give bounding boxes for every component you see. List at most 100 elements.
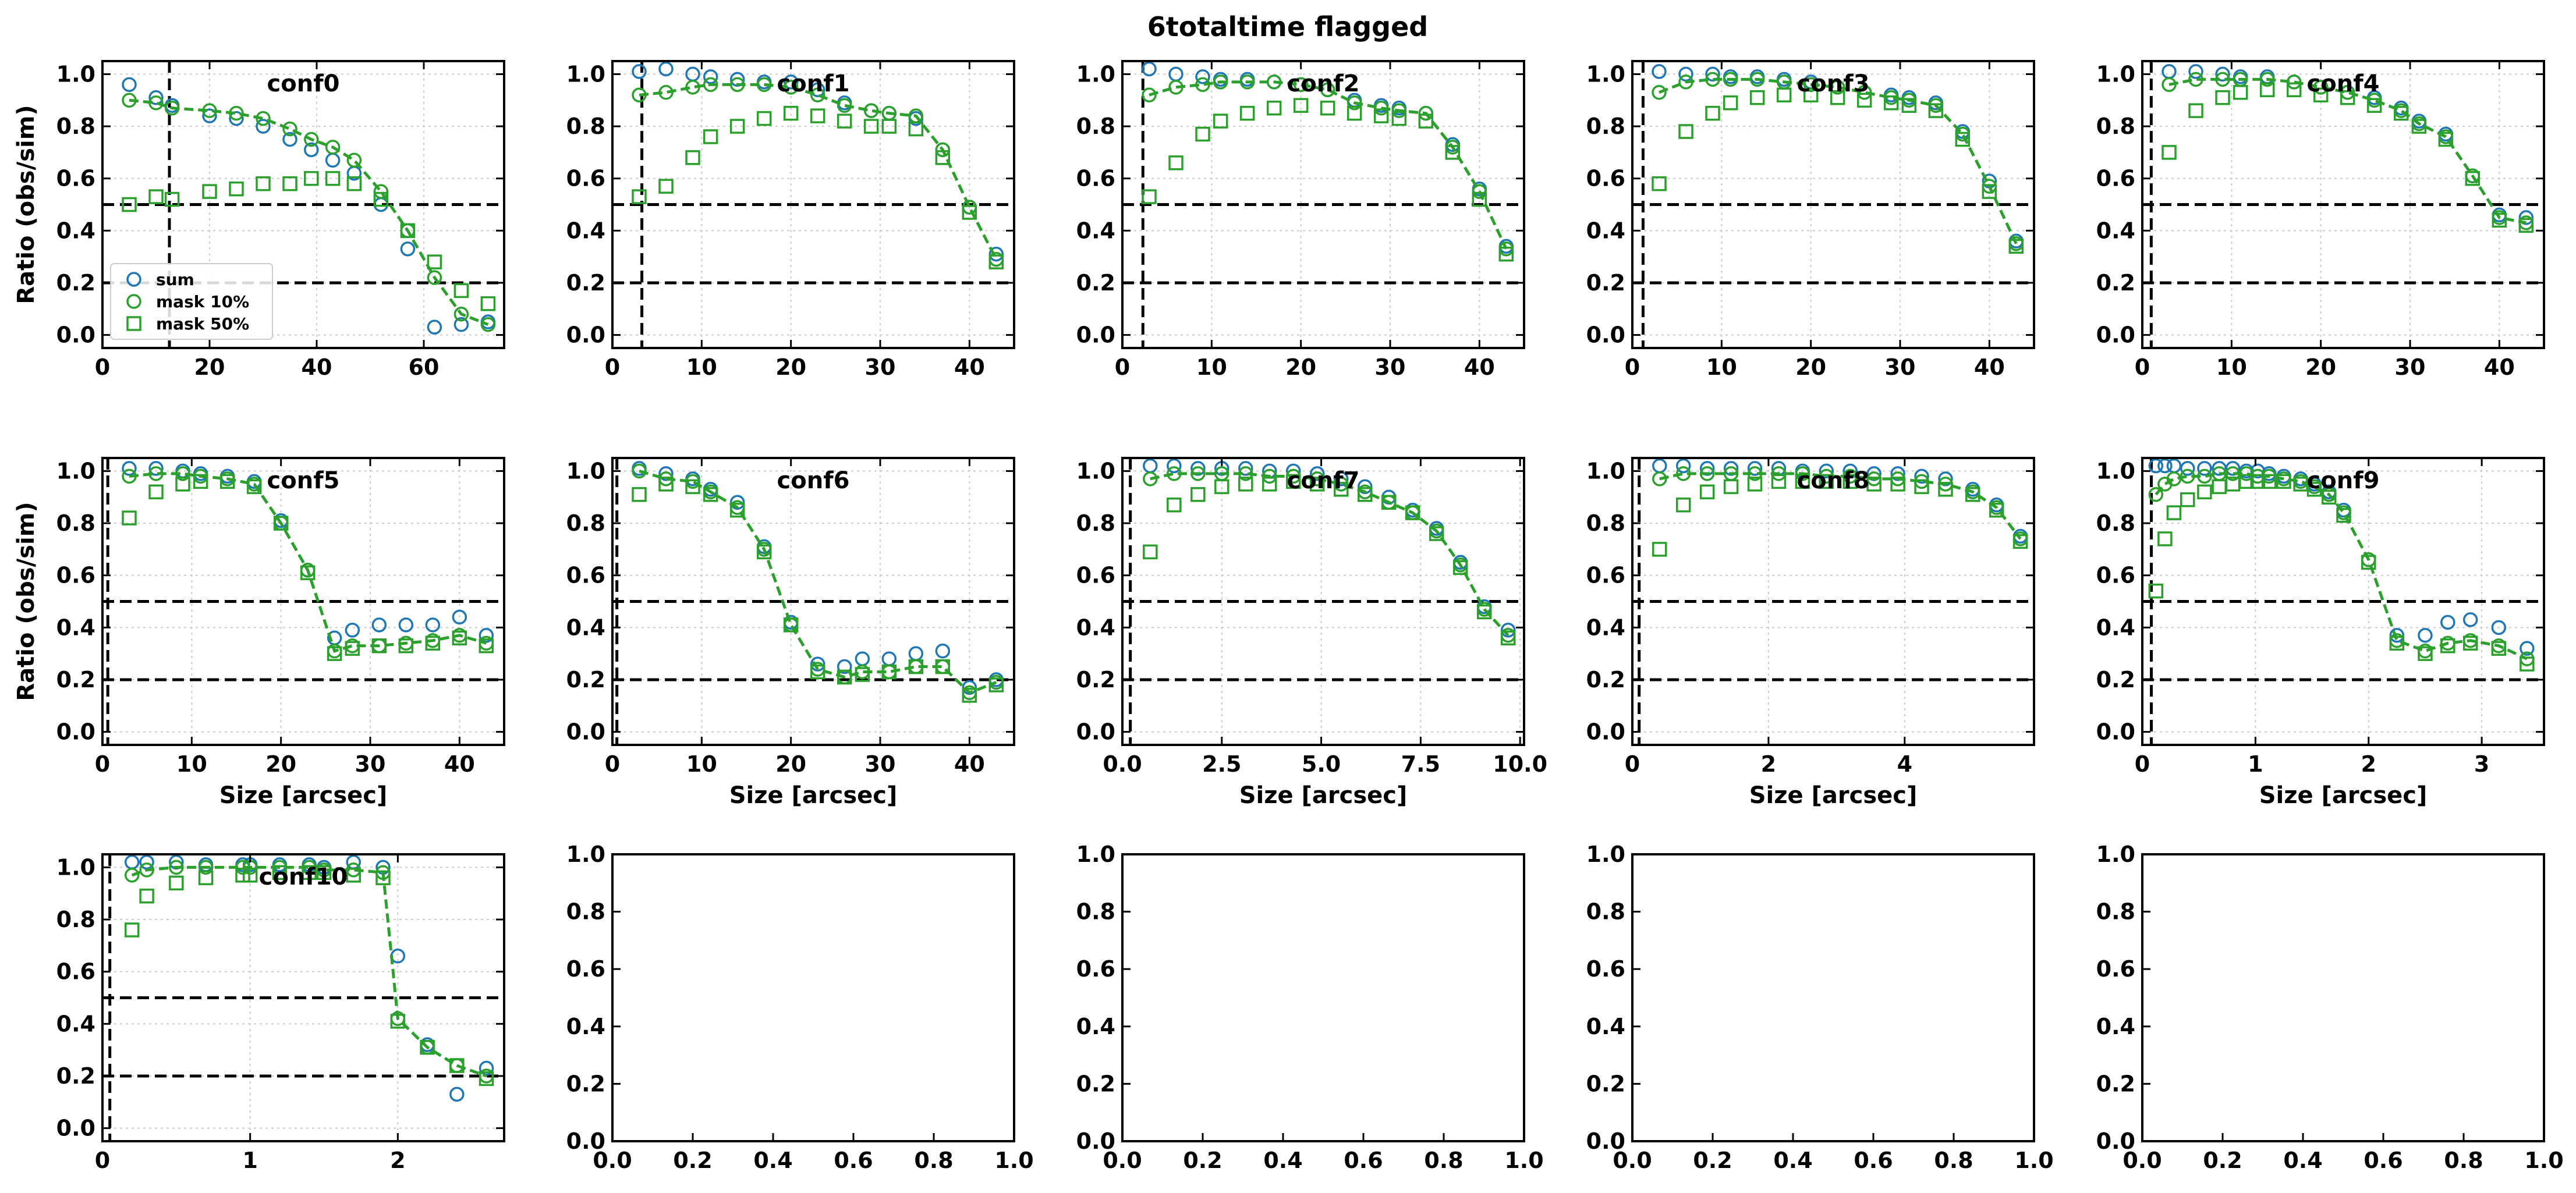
point-mask-10- bbox=[1266, 74, 1282, 90]
x-tick-label: 30 bbox=[355, 751, 386, 777]
y-tick-label: 0.8 bbox=[566, 899, 605, 925]
x-tick-label: 40 bbox=[1464, 354, 1495, 380]
point-mask-10- bbox=[1293, 77, 1309, 93]
point-mask-50- bbox=[1472, 191, 1487, 207]
point-mask-50- bbox=[390, 1014, 406, 1029]
point-mask-10- bbox=[1213, 74, 1228, 90]
point-mask-50- bbox=[346, 868, 361, 883]
panel-conf3: 0 10 20 30 40 0.0 0.2 0.4 0.6 0.8 1.0 conf3 bbox=[1586, 60, 2035, 380]
point-mask-10- bbox=[1652, 85, 1667, 100]
point-mask-10- bbox=[453, 306, 469, 322]
point-mask-50- bbox=[1373, 108, 1389, 123]
x-tick-label: 0.4 bbox=[1773, 1148, 1812, 1173]
point-mask-50- bbox=[219, 474, 235, 489]
point-sum bbox=[345, 623, 360, 638]
point-mask-50- bbox=[756, 111, 772, 126]
point-mask-50- bbox=[1262, 477, 1277, 492]
point-sum bbox=[2180, 461, 2195, 476]
x-tick-label: 60 bbox=[409, 354, 440, 380]
y-tick-label: 1.0 bbox=[1076, 842, 1115, 867]
point-mask-50- bbox=[1795, 474, 1810, 489]
point-mask-10- bbox=[2162, 77, 2177, 93]
x-tick-label: 2 bbox=[1761, 751, 1776, 777]
point-mask-50- bbox=[1293, 98, 1309, 113]
point-sum bbox=[2491, 620, 2507, 635]
y-tick-label: 0.4 bbox=[566, 218, 605, 243]
series-group bbox=[1142, 61, 1514, 262]
point-mask-50- bbox=[881, 664, 897, 680]
point-mask-10- bbox=[2166, 471, 2182, 487]
point-mask-50- bbox=[729, 119, 745, 134]
y-tick-label: 0.0 bbox=[56, 322, 95, 348]
point-mask-50- bbox=[1982, 184, 1997, 199]
y-tick-label: 0.2 bbox=[1076, 1071, 1115, 1096]
point-mask-10- bbox=[632, 463, 647, 479]
y-tick-label: 1.0 bbox=[566, 842, 605, 867]
point-mask-50- bbox=[2366, 98, 2382, 113]
y-tick-label: 0.8 bbox=[1586, 510, 1625, 536]
point-mask-10- bbox=[427, 270, 442, 285]
point-mask-50- bbox=[1476, 604, 1492, 620]
series-group bbox=[1652, 458, 2028, 557]
point-mask-50- bbox=[1357, 487, 1373, 502]
point-mask-50- bbox=[1830, 90, 1845, 105]
reference-lines bbox=[1122, 458, 1524, 745]
x-tick-label: 10 bbox=[686, 751, 717, 777]
point-mask-50- bbox=[810, 108, 825, 123]
point-sum bbox=[1167, 458, 1182, 474]
point-mask-10- bbox=[783, 80, 799, 95]
point-sum bbox=[453, 317, 469, 332]
x-tick-label: 0.0 bbox=[1103, 1148, 1142, 1173]
x-tick-label: 0.2 bbox=[1693, 1148, 1732, 1173]
point-mask-50- bbox=[420, 1039, 435, 1055]
y-tick-label: 0.6 bbox=[566, 166, 605, 191]
legend-marker bbox=[126, 316, 141, 331]
point-mask-50- bbox=[148, 189, 164, 204]
legend-label: sum bbox=[156, 270, 194, 289]
point-mask-50- bbox=[327, 646, 342, 661]
y-tick-label: 1.0 bbox=[2096, 61, 2135, 87]
x-tick-label: 2.5 bbox=[1202, 751, 1241, 777]
point-mask-10- bbox=[729, 77, 745, 93]
point-mask-50- bbox=[449, 1058, 465, 1073]
x-tick-label: 0.6 bbox=[1854, 1148, 1893, 1173]
point-mask-10- bbox=[1391, 103, 1407, 118]
y-tick-label: 0.6 bbox=[566, 956, 605, 982]
point-mask-50- bbox=[1776, 87, 1792, 103]
point-mask-50- bbox=[1938, 482, 1953, 497]
series-line-mask-10- bbox=[129, 98, 489, 326]
y-tick-label: 0.2 bbox=[2096, 667, 2135, 693]
legend: sum mask 10% mask 50% bbox=[110, 263, 273, 340]
point-mask-50- bbox=[658, 477, 674, 492]
point-mask-50- bbox=[2188, 103, 2203, 118]
series-group bbox=[1143, 458, 1516, 645]
y-tick-label: 0.8 bbox=[56, 907, 95, 932]
y-tick-label: 0.2 bbox=[566, 270, 605, 296]
point-mask-50- bbox=[202, 184, 217, 199]
y-tick-label: 0.0 bbox=[1076, 322, 1115, 348]
x-axis-label: Size [arcsec] bbox=[1749, 782, 1918, 809]
point-mask-50- bbox=[1333, 482, 1349, 497]
point-mask-50- bbox=[193, 474, 208, 489]
panel-conf6: 0 10 20 30 40 0.0 0.2 0.4 0.6 0.8 1.0 conf6 Size [ar… bbox=[566, 457, 1015, 809]
point-mask-50- bbox=[1914, 479, 1929, 495]
point-mask-50- bbox=[810, 664, 825, 680]
point-mask-50- bbox=[325, 171, 341, 186]
axes-frame bbox=[1121, 60, 1525, 349]
y-tick-label: 0.8 bbox=[2096, 899, 2135, 925]
point-mask-50- bbox=[1989, 502, 2004, 518]
point-mask-10- bbox=[346, 152, 362, 168]
point-sum bbox=[810, 82, 825, 98]
x-tick-label: 20 bbox=[1795, 354, 1826, 380]
y-tick-label: 0.8 bbox=[56, 510, 95, 536]
x-tick-label: 0.6 bbox=[2364, 1148, 2403, 1173]
x-tick-label: 5.0 bbox=[1302, 751, 1341, 777]
y-tick-label: 0.2 bbox=[1586, 667, 1625, 693]
legend-box bbox=[110, 263, 273, 340]
point-mask-10- bbox=[373, 184, 389, 199]
y-tick-label: 0.2 bbox=[1586, 1071, 1625, 1096]
panel-title: conf2 bbox=[1287, 70, 1360, 97]
y-tick-label: 0.6 bbox=[1586, 166, 1625, 191]
point-mask-50- bbox=[229, 181, 244, 197]
point-mask-50- bbox=[122, 510, 137, 526]
